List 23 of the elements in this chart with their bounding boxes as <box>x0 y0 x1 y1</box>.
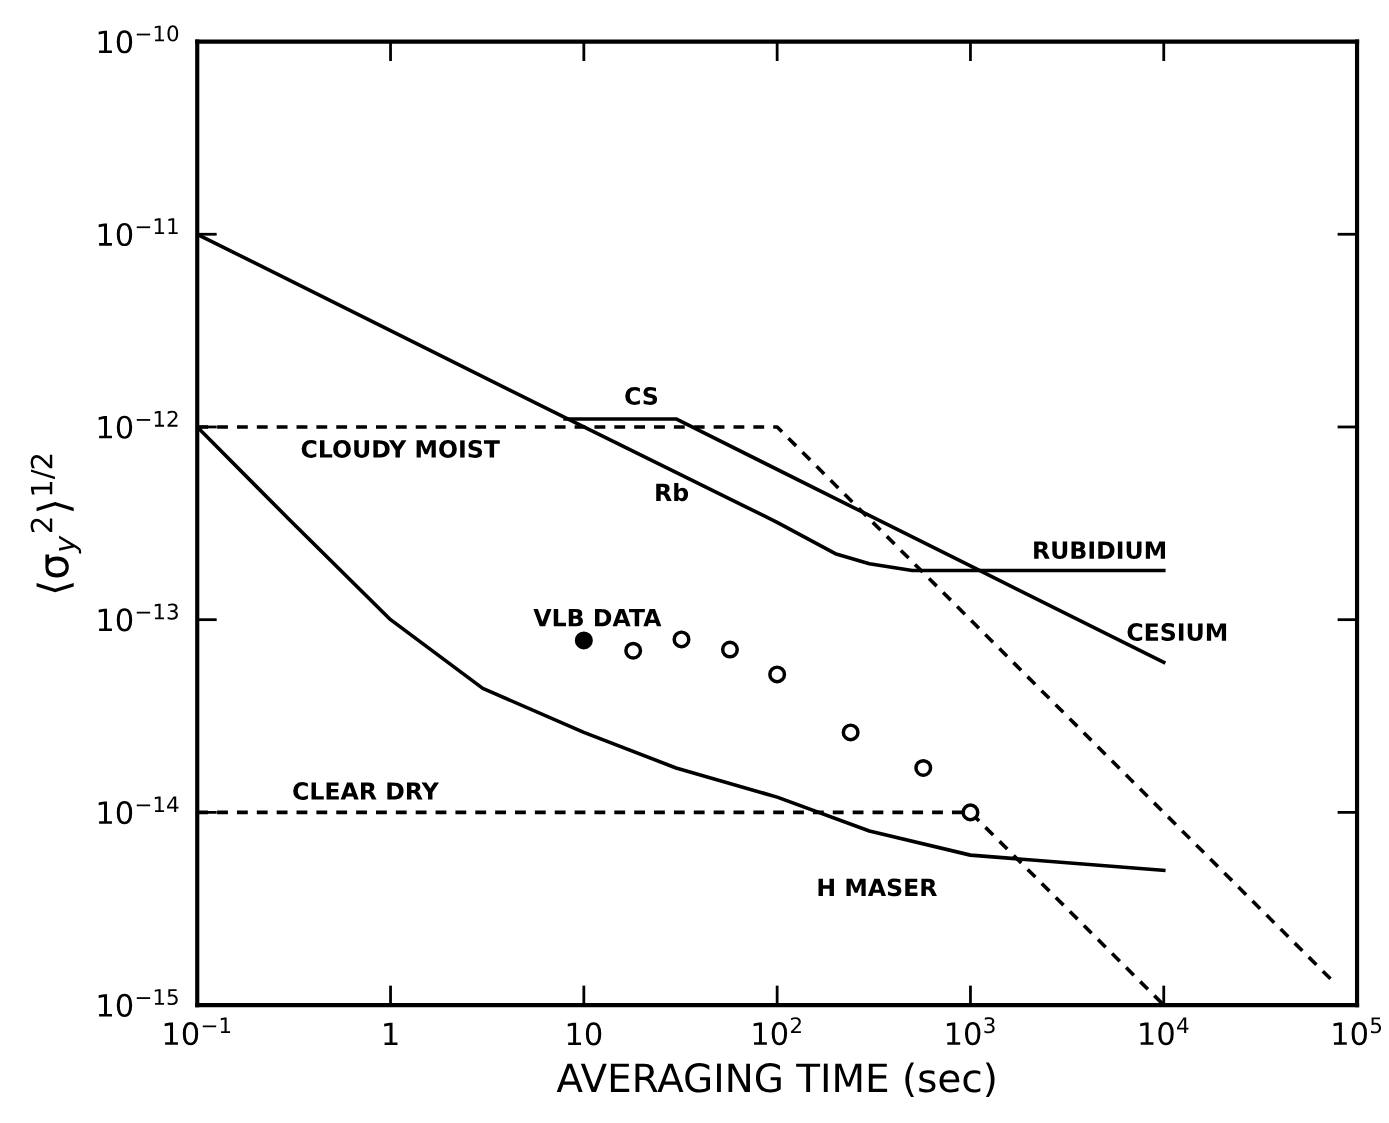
annotation: VLB DATA <box>533 608 662 627</box>
y-tick-label: 10$^{−10}$ <box>98 25 179 54</box>
x-tick-label: 10$^{3}$ <box>946 1017 995 1046</box>
y-tick-label: 10$^{−12}$ <box>98 410 178 439</box>
x-tick-label: 10 <box>567 1022 602 1046</box>
x-tick-label: 10$^{4}$ <box>1140 1017 1189 1046</box>
y-tick-label: 10$^{−13}$ <box>98 603 178 632</box>
x-tick-label: 10$^{5}$ <box>1333 1017 1382 1046</box>
annotation: CESIUM <box>1127 623 1227 641</box>
y-tick-label: 10$^{−15}$ <box>98 989 178 1017</box>
annotation: Rb <box>656 482 689 502</box>
x-tick-label: 1 <box>384 1022 398 1045</box>
y-tick-label: 10$^{−14}$ <box>98 796 179 825</box>
y-tick-label: 10$^{−11}$ <box>98 218 178 247</box>
x-axis-title: AVERAGING TIME (sec) <box>556 1062 995 1098</box>
x-tick-label: 10$^{2}$ <box>753 1017 801 1046</box>
annotation: CLOUDY MOIST <box>301 440 500 458</box>
annotation: CS <box>625 387 658 405</box>
x-tick-label: 10$^{−1}$ <box>164 1017 231 1046</box>
annotation: H MASER <box>818 878 937 897</box>
annotation: CLEAR DRY <box>293 782 440 800</box>
y-axis-title: ⟨σ$_{y}$$^{2}$⟩$^{1/2}$ <box>30 454 82 593</box>
annotation: RUBIDIUM <box>1034 541 1165 560</box>
